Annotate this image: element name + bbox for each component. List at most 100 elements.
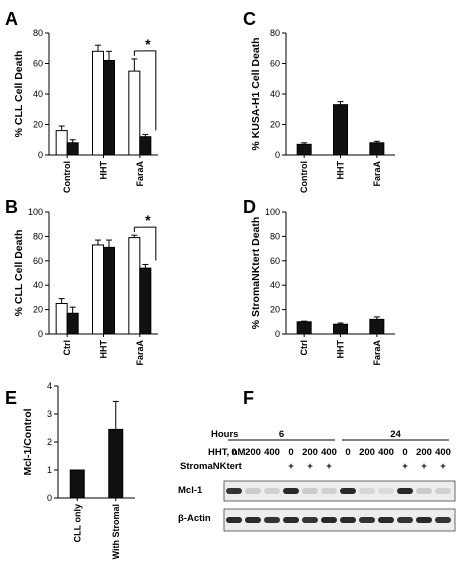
x-tick-label: Ctrl <box>62 340 72 356</box>
x-tick-label: HHT <box>336 161 346 180</box>
y-tick-label: 0 <box>38 329 43 339</box>
x-tick-label: CLL only <box>72 504 82 542</box>
chart-panel-a: A 0 20 40 60 80 % CLL Cell Death Control HHT Fara… <box>5 9 158 193</box>
x-tick-label: FaraA <box>135 161 145 187</box>
y-tick-label: 80 <box>33 28 43 38</box>
actin-band <box>321 517 337 523</box>
chart-panel-b: B 0 20 40 60 80 100 % CLL Cell Death Ctrl HHT Fara… <box>5 197 158 366</box>
actin-band <box>416 517 432 523</box>
chart-panel-d: D 0 20 40 60 80 100% StromaNKtert Death Ctrl HHT… <box>243 197 395 366</box>
y-tick-label: 40 <box>33 280 43 290</box>
bar-control-s0 <box>55 130 68 156</box>
panel-letter: A <box>5 9 18 29</box>
actin-band <box>378 517 394 523</box>
y-tick-label: 20 <box>33 305 43 315</box>
y-axis-title: % StromaNKtert Death <box>250 217 262 330</box>
dose-label: 200 <box>416 447 432 458</box>
actin-band <box>340 517 356 523</box>
bar-control-s1 <box>66 142 79 156</box>
panel-letter: C <box>243 9 256 29</box>
bar-faraa-s1 <box>139 136 152 156</box>
y-tick-label: 40 <box>270 89 280 99</box>
y-tick-label: 20 <box>270 305 280 315</box>
row-label-dose: HHT, nM <box>208 447 246 458</box>
row-label-mcl1: Mcl-1 <box>178 485 203 496</box>
hours-group-label: 6 <box>279 429 284 440</box>
y-tick-label: 3 <box>47 409 52 419</box>
mcl1-strip <box>223 480 456 502</box>
y-tick-label: 4 <box>47 381 52 391</box>
y-tick-label: 60 <box>33 59 43 69</box>
significance-star: * <box>145 36 151 52</box>
actin-band <box>397 517 413 523</box>
panel-letter: F <box>243 388 254 408</box>
stroma-mark: + <box>421 461 427 472</box>
actin-band <box>245 517 261 523</box>
western-blot-panel-f: F Hours HHT, nM StromaNKtert Mcl-1 β-Actin 6 24… <box>178 388 456 532</box>
stroma-mark: + <box>326 461 332 472</box>
y-axis-title: % CLL Cell Death <box>13 51 25 138</box>
dose-label: 0 <box>231 447 236 458</box>
actin-band <box>226 517 242 523</box>
stroma-mark: + <box>288 461 294 472</box>
dose-label: 400 <box>264 447 280 458</box>
bar-ctrl-s0 <box>296 321 312 335</box>
x-tick-label: Control <box>299 161 309 193</box>
y-tick-label: 20 <box>270 120 280 130</box>
mcl1-band <box>245 488 261 494</box>
actin-band <box>283 517 299 523</box>
bar-hht-s1 <box>103 246 115 335</box>
bar-hht-s0 <box>92 50 104 156</box>
y-tick-label: 40 <box>270 280 280 290</box>
bar-ctrl-s1 <box>66 312 79 335</box>
mcl1-band <box>416 488 432 494</box>
bar-hht-s1 <box>103 59 115 156</box>
chart-panel-e: E 0 1 2 3 4 Mcl-1/Control CLL only With Stromal <box>5 381 135 559</box>
panel-letter: D <box>243 197 256 217</box>
y-tick-label: 100 <box>265 207 280 217</box>
dose-label: 400 <box>321 447 337 458</box>
y-tick-label: 60 <box>33 256 43 266</box>
significance-star: * <box>145 212 151 228</box>
mcl1-band <box>264 488 280 494</box>
y-tick-label: 100 <box>28 207 43 217</box>
panel-letter: B <box>5 197 18 217</box>
y-tick-label: 60 <box>270 256 280 266</box>
bar-cll-only-s0 <box>69 469 85 499</box>
dose-label: 200 <box>245 447 261 458</box>
x-tick-label: HHT <box>336 340 346 359</box>
bar-hht-s0 <box>92 244 104 335</box>
y-tick-label: 80 <box>270 231 280 241</box>
mcl1-band <box>397 488 413 494</box>
hours-group-label: 24 <box>390 429 401 440</box>
bar-faraa-s0 <box>128 70 141 156</box>
actin-band <box>435 517 451 523</box>
x-tick-label: FaraA <box>372 340 382 366</box>
row-label-hours: Hours <box>211 429 238 440</box>
x-tick-label: With Stromal <box>111 504 121 559</box>
mcl1-band <box>226 488 242 494</box>
bar-with-stromal-s0 <box>108 428 124 499</box>
y-tick-label: 20 <box>33 120 43 130</box>
y-tick-label: 0 <box>38 150 43 160</box>
actin-band <box>359 517 375 523</box>
y-axis-title: % CLL Cell Death <box>13 230 25 317</box>
actin-band <box>302 517 318 523</box>
stroma-mark: + <box>402 461 408 472</box>
y-tick-label: 0 <box>275 329 280 339</box>
bar-faraa-s1 <box>139 267 152 335</box>
mcl1-band <box>302 488 318 494</box>
y-tick-label: 80 <box>33 231 43 241</box>
dose-label: 0 <box>402 447 407 458</box>
significance-bracket <box>141 226 157 261</box>
x-tick-label: HHT <box>99 340 109 359</box>
dose-label: 200 <box>302 447 318 458</box>
chart-panel-c: C 0 20 40 60 80 % KUSA-H1 Cell Death Control HHT… <box>243 9 395 193</box>
bar-hht-s0 <box>333 104 348 156</box>
bar-faraa-s0 <box>128 237 141 335</box>
bar-control-s0 <box>296 143 312 156</box>
y-axis-title: Mcl-1/Control <box>22 408 34 475</box>
mcl1-band <box>321 488 337 494</box>
